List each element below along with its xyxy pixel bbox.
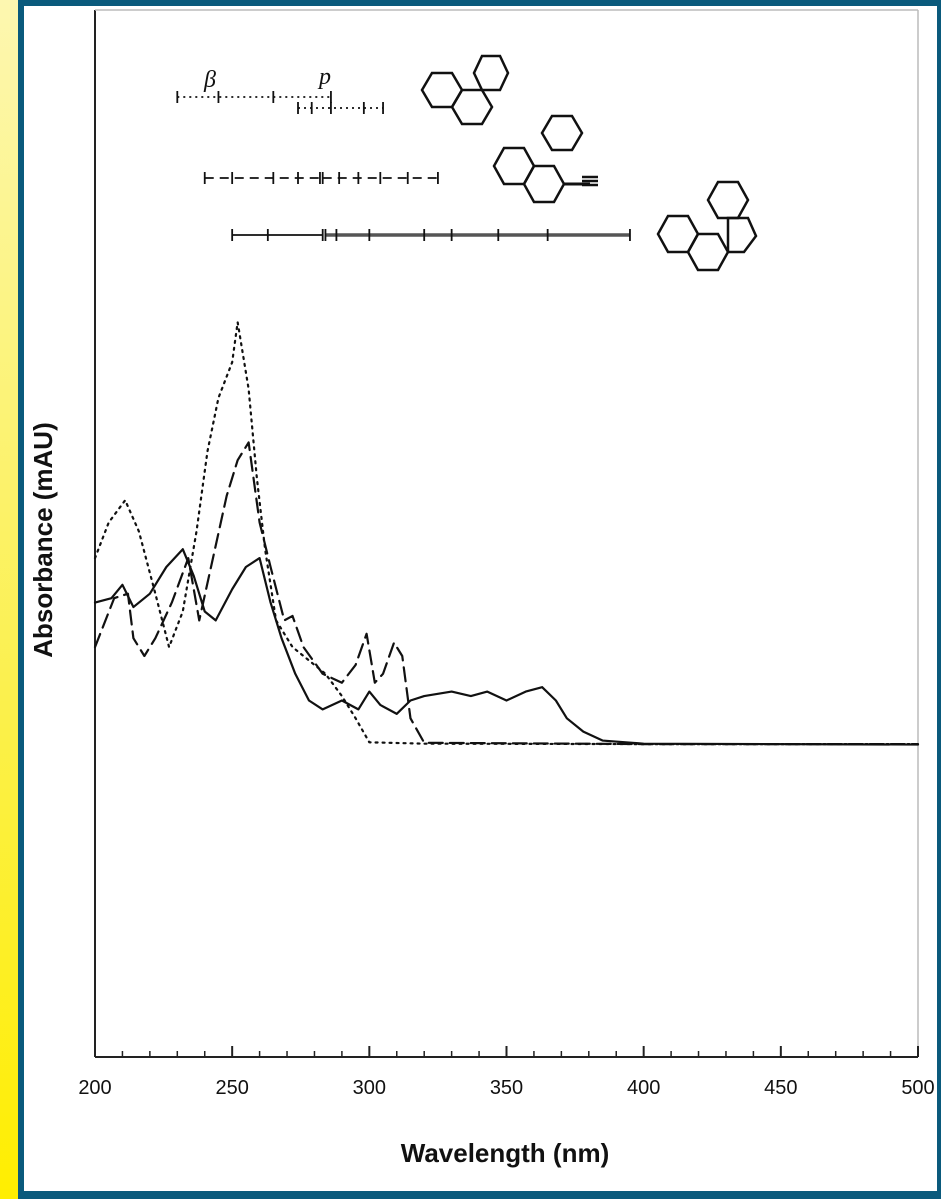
series-layer: [93, 321, 920, 746]
series-line-dashed: [93, 441, 920, 746]
x-tick-label: 500: [901, 1077, 934, 1099]
series-line-solid: [93, 548, 920, 746]
x-axis-ticks: [94, 1046, 919, 1057]
phenanthrene-structure-icon: [420, 54, 510, 126]
x-axis-tick-labels: 200 250 300 350 400 450 500: [78, 1077, 934, 1099]
x-tick-label: 300: [353, 1077, 386, 1099]
x-tick-label: 250: [215, 1077, 248, 1099]
fluoranthene-structure-icon: [656, 180, 758, 272]
x-tick-label: 400: [627, 1077, 660, 1099]
p-band-label: p: [317, 64, 331, 90]
beta-band-label: β: [203, 67, 216, 93]
x-axis-title: Wavelength (nm): [401, 1138, 609, 1168]
methylphenanthrene-structure-icon: [492, 114, 598, 204]
x-tick-label: 350: [490, 1077, 523, 1099]
x-tick-label: 200: [78, 1077, 111, 1099]
y-axis-title: Absorbance (mAU): [28, 422, 58, 657]
yellow-frame-strip: [0, 0, 18, 1199]
band-markers: [176, 91, 631, 241]
series-line-dotted: [93, 321, 920, 746]
x-tick-label: 450: [764, 1077, 797, 1099]
